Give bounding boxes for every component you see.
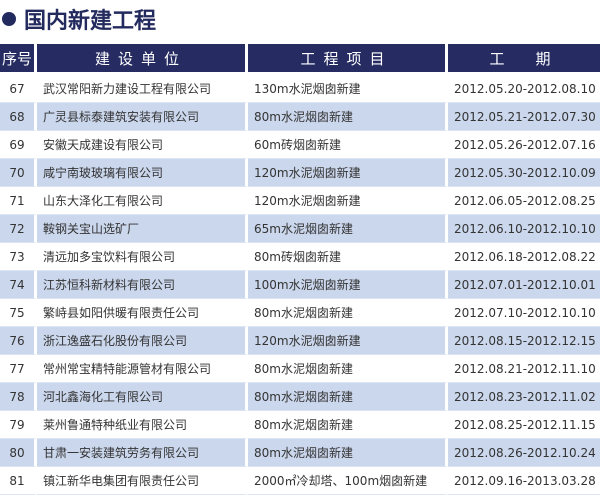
header-project: 工程项目 bbox=[248, 44, 448, 75]
row-period: 2012.05.30-2012.10.09 bbox=[448, 159, 600, 187]
row-index: 71 bbox=[0, 187, 37, 215]
row-company: 山东大泽化工有限公司 bbox=[37, 187, 248, 215]
row-index: 72 bbox=[0, 215, 37, 243]
row-index: 75 bbox=[0, 299, 37, 327]
row-project: 80m水泥烟囱新建 bbox=[248, 439, 448, 467]
row-company: 清远加多宝饮料有限公司 bbox=[37, 243, 248, 271]
row-project: 80m水泥烟囱新建 bbox=[248, 299, 448, 327]
row-index: 70 bbox=[0, 159, 37, 187]
row-period: 2012.05.26-2012.07.16 bbox=[448, 131, 600, 159]
row-period: 2012.05.21-2012.07.30 bbox=[448, 103, 600, 131]
row-company: 安徽天成建设有限公司 bbox=[37, 131, 248, 159]
header-company: 建设单位 bbox=[37, 44, 248, 75]
table-row: 69 安徽天成建设有限公司 60m砖烟囱新建 2012.05.26-2012.07.1… bbox=[0, 131, 600, 159]
row-project: 80m水泥烟囱新建 bbox=[248, 103, 448, 131]
table-row: 81 镇江新华电集团有限责任公司 2000㎡冷却塔、100m烟囱新建 2012.09.… bbox=[0, 467, 600, 495]
row-index: 69 bbox=[0, 131, 37, 159]
row-period: 2012.09.16-2013.03.28 bbox=[448, 467, 600, 495]
row-company: 甘肃一安装建筑劳务有限公司 bbox=[37, 439, 248, 467]
table-row: 79 莱州鲁通特种纸业有限公司 80m水泥烟囱新建 2012.08.25-2012.1… bbox=[0, 411, 600, 439]
projects-table: 序号 建设单位 工程项目 工 期 67 武汉常阳新力建设工程有限公司 130m水泥烟… bbox=[0, 44, 600, 495]
row-index: 79 bbox=[0, 411, 37, 439]
row-project: 80m水泥烟囱新建 bbox=[248, 355, 448, 383]
row-index: 73 bbox=[0, 243, 37, 271]
row-project: 60m砖烟囱新建 bbox=[248, 131, 448, 159]
row-period: 2012.08.15-2012.12.15 bbox=[448, 327, 600, 355]
table-row: 74 江苏恒科新材料有限公司 100m水泥烟囱新建 2012.07.01-2012.1… bbox=[0, 271, 600, 299]
title-text: 国内新建工程 bbox=[24, 9, 157, 34]
header-period: 工 期 bbox=[448, 44, 600, 75]
table-row: 68 广灵县标泰建筑安装有限公司 80m水泥烟囱新建 2012.05.21-2012.… bbox=[0, 103, 600, 131]
row-company: 繁峙县如阳供暖有限责任公司 bbox=[37, 299, 248, 327]
row-project: 80m水泥烟囱新建 bbox=[248, 383, 448, 411]
row-company: 常州常宝精特能源管材有限公司 bbox=[37, 355, 248, 383]
row-period: 2012.07.01-2012.10.01 bbox=[448, 271, 600, 299]
row-company: 江苏恒科新材料有限公司 bbox=[37, 271, 248, 299]
row-index: 80 bbox=[0, 439, 37, 467]
row-project: 120m水泥烟囱新建 bbox=[248, 327, 448, 355]
bullet-icon bbox=[2, 12, 16, 26]
header-index: 序号 bbox=[0, 44, 37, 75]
section-title: 国内新建工程 bbox=[2, 2, 156, 36]
row-index: 74 bbox=[0, 271, 37, 299]
row-period: 2012.08.25-2012.11.15 bbox=[448, 411, 600, 439]
table-row: 73 清远加多宝饮料有限公司 80m砖烟囱新建 2012.06.18-2012.08.… bbox=[0, 243, 600, 271]
row-project: 2000㎡冷却塔、100m烟囱新建 bbox=[248, 467, 448, 495]
row-period: 2012.08.26-2012.10.24 bbox=[448, 439, 600, 467]
row-index: 76 bbox=[0, 327, 37, 355]
table-row: 70 咸宁南玻玻璃有限公司 120m水泥烟囱新建 2012.05.30-2012.10… bbox=[0, 159, 600, 187]
row-index: 81 bbox=[0, 467, 37, 495]
row-project: 80m砖烟囱新建 bbox=[248, 243, 448, 271]
row-company: 镇江新华电集团有限责任公司 bbox=[37, 467, 248, 495]
row-period: 2012.08.23-2012.11.02 bbox=[448, 383, 600, 411]
row-index: 67 bbox=[0, 75, 37, 103]
row-period: 2012.06.18-2012.08.22 bbox=[448, 243, 600, 271]
table-row: 80 甘肃一安装建筑劳务有限公司 80m水泥烟囱新建 2012.08.26-2012.… bbox=[0, 439, 600, 467]
row-company: 武汉常阳新力建设工程有限公司 bbox=[37, 75, 248, 103]
row-company: 浙江逸盛石化股份有限公司 bbox=[37, 327, 248, 355]
row-company: 河北鑫海化工有限公司 bbox=[37, 383, 248, 411]
row-period: 2012.06.05-2012.08.25 bbox=[448, 187, 600, 215]
row-company: 咸宁南玻玻璃有限公司 bbox=[37, 159, 248, 187]
row-project: 120m水泥烟囱新建 bbox=[248, 159, 448, 187]
row-company: 广灵县标泰建筑安装有限公司 bbox=[37, 103, 248, 131]
row-index: 77 bbox=[0, 355, 37, 383]
table-header: 序号 建设单位 工程项目 工 期 bbox=[0, 44, 600, 75]
table-row: 76 浙江逸盛石化股份有限公司 120m水泥烟囱新建 2012.08.15-2012.… bbox=[0, 327, 600, 355]
row-period: 2012.06.10-2012.10.10 bbox=[448, 215, 600, 243]
row-project: 100m水泥烟囱新建 bbox=[248, 271, 448, 299]
row-project: 120m水泥烟囱新建 bbox=[248, 187, 448, 215]
row-index: 78 bbox=[0, 383, 37, 411]
table-row: 77 常州常宝精特能源管材有限公司 80m水泥烟囱新建 2012.08.21-2012… bbox=[0, 355, 600, 383]
table-row: 71 山东大泽化工有限公司 120m水泥烟囱新建 2012.06.05-2012.08… bbox=[0, 187, 600, 215]
row-project: 80m水泥烟囱新建 bbox=[248, 411, 448, 439]
row-period: 2012.05.20-2012.08.10 bbox=[448, 75, 600, 103]
table-row: 75 繁峙县如阳供暖有限责任公司 80m水泥烟囱新建 2012.07.10-2012.… bbox=[0, 299, 600, 327]
table-row: 78 河北鑫海化工有限公司 80m水泥烟囱新建 2012.08.23-2012.11.… bbox=[0, 383, 600, 411]
row-company: 莱州鲁通特种纸业有限公司 bbox=[37, 411, 248, 439]
row-index: 68 bbox=[0, 103, 37, 131]
row-period: 2012.08.21-2012.11.10 bbox=[448, 355, 600, 383]
row-project: 130m水泥烟囱新建 bbox=[248, 75, 448, 103]
row-period: 2012.07.10-2012.10.10 bbox=[448, 299, 600, 327]
table-row: 72 鞍钢关宝山选矿厂 65m水泥烟囱新建 2012.06.10-2012.10.10 bbox=[0, 215, 600, 243]
row-project: 65m水泥烟囱新建 bbox=[248, 215, 448, 243]
row-company: 鞍钢关宝山选矿厂 bbox=[37, 215, 248, 243]
table-row: 67 武汉常阳新力建设工程有限公司 130m水泥烟囱新建 2012.05.20-201… bbox=[0, 75, 600, 103]
